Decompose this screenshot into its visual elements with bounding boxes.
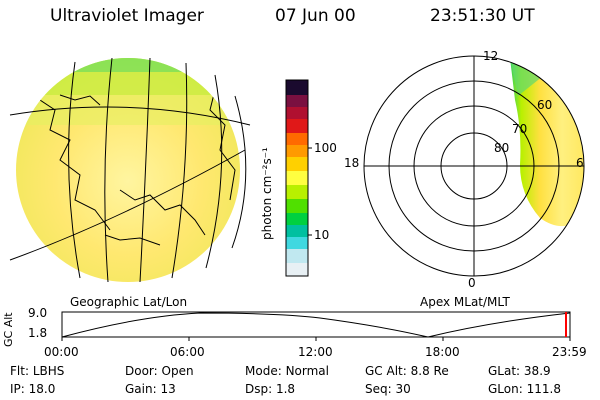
altitude-plot xyxy=(61,311,571,341)
info-glon-label: GLon: xyxy=(488,382,523,396)
altitude-tick-9: 9.0 xyxy=(28,306,48,320)
info-seq-label: Seq: xyxy=(365,382,392,396)
time-tick-0000: 00:00 xyxy=(44,345,79,359)
info-glon: GLon: 111.8 xyxy=(488,382,561,396)
info-mode-value: Normal xyxy=(285,364,329,378)
info-door: Door: Open xyxy=(125,364,194,378)
observation-date: 07 Jun 00 xyxy=(275,6,356,26)
polar-caption: Apex MLat/MLT xyxy=(420,295,510,309)
altitude-tick-1.8: 1.8 xyxy=(28,326,48,340)
observation-time: 23:51:30 UT xyxy=(430,6,535,26)
info-filter-label: Flt: xyxy=(10,364,29,378)
info-filter-value: LBHS xyxy=(32,364,65,378)
map-caption: Geographic Lat/Lon xyxy=(70,295,188,309)
info-gain-label: Gain: xyxy=(125,382,157,396)
mlt-label-12: 12 xyxy=(483,49,499,63)
time-tick-2359: 23:59 xyxy=(552,345,587,359)
info-gc-alt-value: 8.8 Re xyxy=(410,364,449,378)
info-dsp-value: 1.8 xyxy=(275,382,296,396)
info-glat-value: 38.9 xyxy=(523,364,551,378)
info-glon-value: 111.8 xyxy=(526,382,561,396)
info-dsp: Dsp: 1.8 xyxy=(245,382,295,396)
info-mode-label: Mode: xyxy=(245,364,282,378)
mlt-label-6: 6 xyxy=(576,156,584,170)
mlat-label-80: 80 xyxy=(494,141,510,155)
info-seq: Seq: 30 xyxy=(365,382,411,396)
info-glat: GLat: 38.9 xyxy=(488,364,551,378)
info-gc-alt-label: GC Alt: xyxy=(365,364,407,378)
polar-plot xyxy=(363,55,585,277)
info-ip: IP: 18.0 xyxy=(10,382,55,396)
info-glat-label: GLat: xyxy=(488,364,521,378)
info-gc-alt: GC Alt: 8.8 Re xyxy=(365,364,449,378)
colorbar-tick-10: 10 xyxy=(314,228,330,242)
info-gain: Gain: 13 xyxy=(125,382,176,396)
mlat-label-70: 70 xyxy=(512,122,528,136)
colorbar xyxy=(285,79,312,277)
time-tick-1800: 18:00 xyxy=(425,345,460,359)
mlat-label-60: 60 xyxy=(537,98,553,112)
info-door-label: Door: xyxy=(125,364,158,378)
info-filter: Flt: LBHS xyxy=(10,364,64,378)
time-tick-1200: 12:00 xyxy=(298,345,333,359)
instrument-title: Ultraviolet Imager xyxy=(50,6,204,26)
time-tick-0600: 06:00 xyxy=(170,345,205,359)
altitude-axis-label: GC Alt xyxy=(2,312,15,347)
info-dsp-label: Dsp: xyxy=(245,382,273,396)
info-door-value: Open xyxy=(161,364,194,378)
info-gain-value: 13 xyxy=(160,382,176,396)
info-ip-value: 18.0 xyxy=(28,382,56,396)
globe-image xyxy=(9,57,251,283)
info-seq-value: 30 xyxy=(395,382,411,396)
info-ip-label: IP: xyxy=(10,382,25,396)
info-mode: Mode: Normal xyxy=(245,364,329,378)
colorbar-tick-100: 100 xyxy=(314,141,337,155)
mlt-label-18: 18 xyxy=(344,156,360,170)
colorbar-unit-label: photon cm⁻²s⁻¹ xyxy=(260,147,274,240)
mlt-label-0: 0 xyxy=(468,276,476,290)
